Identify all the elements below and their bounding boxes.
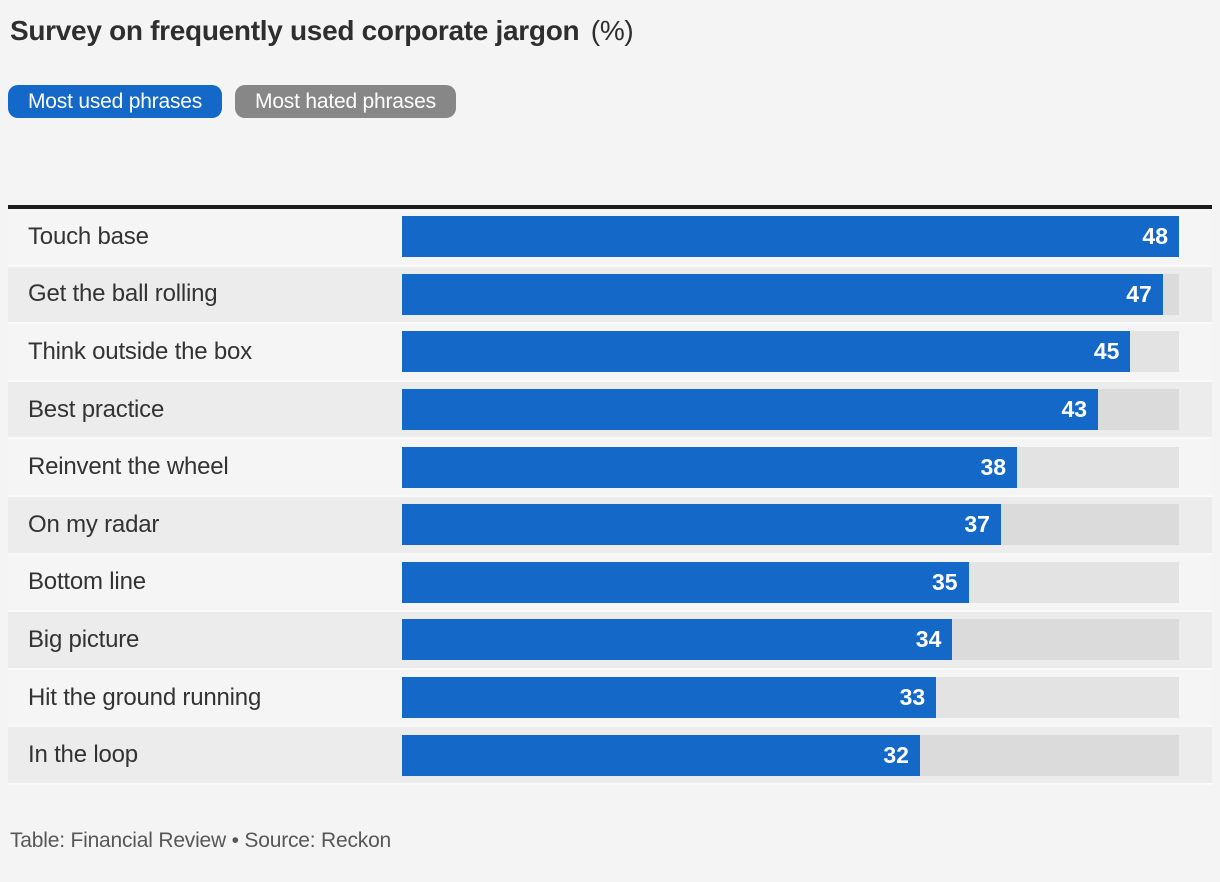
bar-value: 48 xyxy=(1142,223,1168,250)
bar-track: 38 xyxy=(402,446,1179,488)
chart-container: Survey on frequently used corporate jarg… xyxy=(0,14,1220,853)
bar-value: 33 xyxy=(899,684,926,711)
bar-table: Touch base 48 Get the ball rolling 47 Th… xyxy=(8,209,1212,785)
bar: 47 xyxy=(402,273,1163,315)
bar-value: 35 xyxy=(931,568,958,595)
bar: 43 xyxy=(402,389,1099,431)
table-row: Big picture 34 xyxy=(8,612,1212,670)
bar: 33 xyxy=(402,677,937,719)
bar: 37 xyxy=(402,504,1001,546)
table-row: Reinvent the wheel 38 xyxy=(8,439,1212,497)
bar-value: 45 xyxy=(1093,338,1120,365)
chart-title-text: Survey on frequently used corporate jarg… xyxy=(10,15,580,46)
bar-value: 37 xyxy=(964,511,990,538)
bar: 35 xyxy=(402,561,969,603)
bar-value: 32 xyxy=(883,741,909,768)
bar-track: 43 xyxy=(402,389,1179,431)
header-rule xyxy=(8,205,1212,209)
bar: 48 xyxy=(402,216,1179,258)
row-label: Hit the ground running xyxy=(28,683,262,711)
source-note: Table: Financial Review • Source: Reckon xyxy=(10,828,392,852)
bar-track: 32 xyxy=(402,734,1179,776)
bar-track: 34 xyxy=(402,619,1179,661)
bar: 45 xyxy=(402,331,1131,373)
bar-value: 38 xyxy=(980,453,1007,480)
tab-most-hated-phrases[interactable]: Most hated phrases xyxy=(235,85,456,118)
table-row: On my radar 37 xyxy=(8,496,1212,555)
row-label: Reinvent the wheel xyxy=(28,453,229,481)
bar-track: 45 xyxy=(402,331,1179,373)
table-row: Think outside the box 45 xyxy=(8,324,1212,382)
bar-track: 35 xyxy=(402,561,1179,603)
bar-track: 47 xyxy=(402,273,1179,315)
table-row: In the loop 32 xyxy=(8,727,1212,785)
tab-most-used-phrases[interactable]: Most used phrases xyxy=(8,85,223,118)
bar: 38 xyxy=(402,446,1018,488)
table-row: Bottom line 35 xyxy=(8,554,1212,613)
row-label: In the loop xyxy=(28,741,138,769)
row-label: Best practice xyxy=(28,395,165,423)
view-switcher: Most used phrases Most hated phrases xyxy=(8,85,1212,118)
bar: 34 xyxy=(402,619,953,661)
row-label: On my radar xyxy=(28,510,160,538)
bar-value: 43 xyxy=(1061,396,1088,423)
bar-value: 47 xyxy=(1126,280,1152,307)
bar-track: 33 xyxy=(402,677,1179,719)
chart-title: Survey on frequently used corporate jarg… xyxy=(10,14,1212,48)
row-label: Big picture xyxy=(28,625,140,653)
row-label: Get the ball rolling xyxy=(28,280,218,308)
bar-track: 48 xyxy=(402,216,1179,258)
table-row: Best practice 43 xyxy=(8,381,1212,440)
table-row: Get the ball rolling 47 xyxy=(8,266,1212,325)
table-row: Hit the ground running 33 xyxy=(8,669,1212,728)
table-row: Touch base 48 xyxy=(8,209,1212,267)
bar-track: 37 xyxy=(402,504,1179,546)
row-label: Bottom line xyxy=(28,568,146,596)
bar-value: 34 xyxy=(915,626,942,653)
chart-title-unit: (%) xyxy=(590,15,634,46)
bar: 32 xyxy=(402,734,920,776)
row-label: Think outside the box xyxy=(28,337,252,365)
row-label: Touch base xyxy=(28,222,149,250)
